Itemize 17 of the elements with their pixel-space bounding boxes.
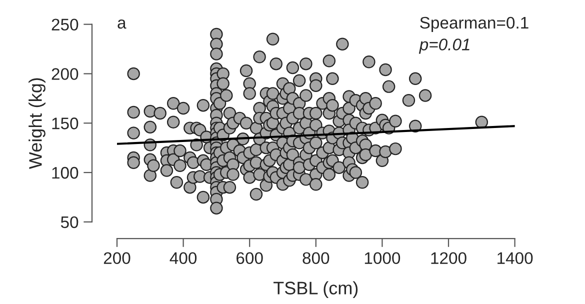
x-tick-label: 600 — [236, 252, 263, 264]
x-tick-label: 200 — [104, 252, 130, 264]
x-tick-label: 400 — [170, 252, 197, 264]
x-tick-label: 800 — [302, 252, 330, 264]
y-tick-label: 200 — [52, 68, 78, 80]
x-tick-label: 1200 — [431, 252, 466, 264]
x-tick-label: 1000 — [364, 252, 400, 264]
annotation: Spearman=0.1 — [420, 16, 528, 32]
x-tick-label: 1400 — [498, 252, 533, 264]
annotation: p=0.01 — [418, 38, 470, 54]
x-axis-title: TSBL (cm) — [274, 281, 358, 298]
y-tick-label: 150 — [52, 118, 78, 130]
y-tick-label: 100 — [52, 166, 78, 179]
y-tick-label: 50 — [60, 216, 78, 228]
annotation: a — [118, 20, 126, 29]
y-tick-label: 250 — [52, 18, 78, 31]
y-axis-title: Weight (kg) — [28, 78, 46, 170]
